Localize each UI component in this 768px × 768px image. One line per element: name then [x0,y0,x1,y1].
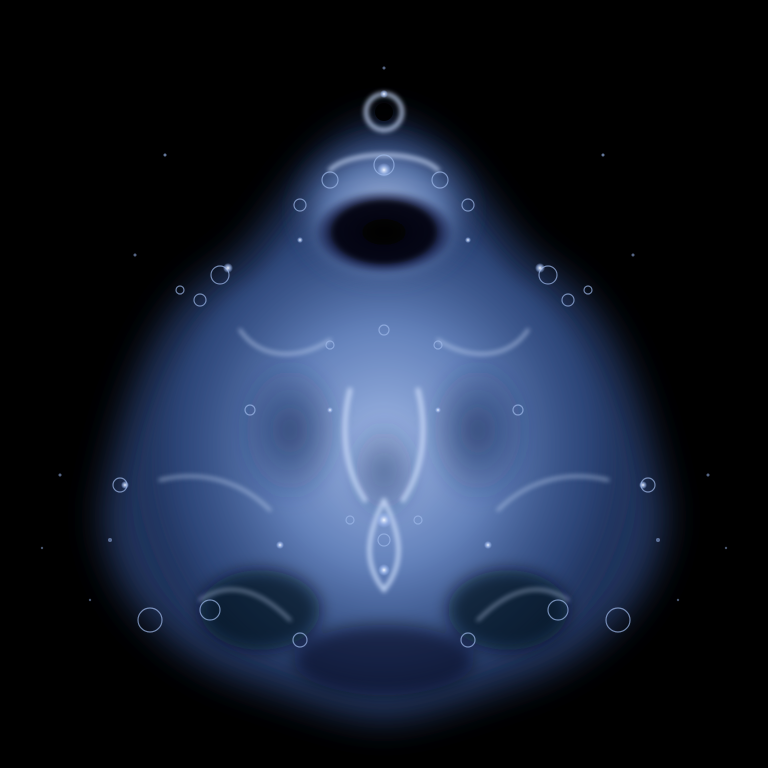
bubble-rings [112,154,656,648]
outer-specks [40,66,728,602]
top-bulb [364,90,404,132]
dark-hollow [314,190,454,274]
sparkles [121,163,647,576]
bright-filaments [158,153,610,622]
